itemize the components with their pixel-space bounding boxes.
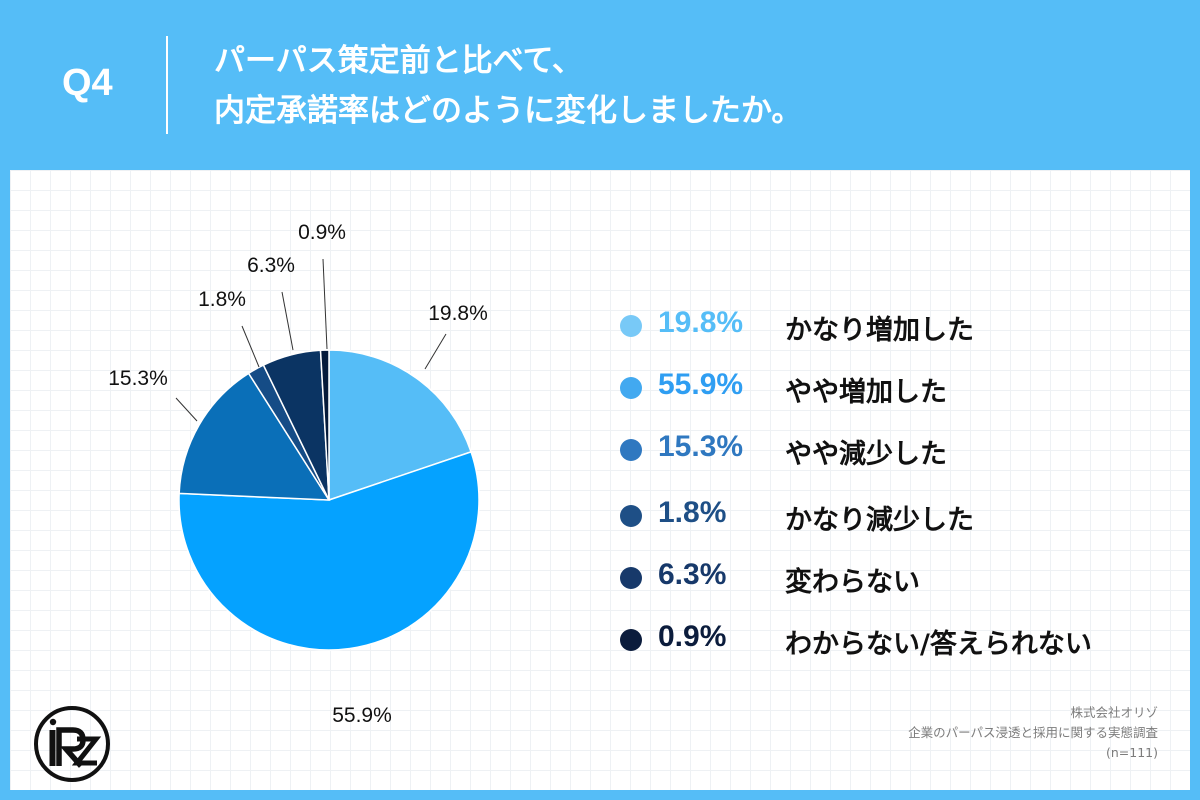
header-divider <box>166 36 168 134</box>
legend-pct-1: 55.9% <box>658 368 744 401</box>
legend-dot-4 <box>620 567 642 589</box>
legend-dot-5 <box>620 629 642 651</box>
legend-pct-3: 1.8% <box>658 496 727 529</box>
source-company: 株式会社オリゾ <box>1070 705 1158 720</box>
legend-pct-5: 0.9% <box>658 620 727 653</box>
question-line-2: 内定承諾率はどのように変化しましたか。 <box>214 93 803 129</box>
pie-leader-lines <box>175 258 447 422</box>
legend-label-4: 変わらない <box>785 567 920 598</box>
legend-item-0: 19.8% かなり増加した <box>610 305 1170 346</box>
legend-label-1: やや増加した <box>785 377 947 408</box>
legend-item-5: 0.9% わからない/答えられない <box>610 619 1170 660</box>
question-header: Q4 パーパス策定前と比べて、 内定承諾率はどのように変化しましたか。 <box>0 0 1200 170</box>
pie-label-1: 55.9% <box>332 704 392 727</box>
legend-label-3: かなり減少した <box>785 505 974 536</box>
source-survey: 企業のパーパス浸透と採用に関する実態調査 <box>908 725 1158 740</box>
legend-dot-0 <box>620 315 642 337</box>
legend-item-1: 55.9% やや増加した <box>610 367 1170 408</box>
company-logo <box>33 705 111 787</box>
legend-dot-1 <box>620 377 642 399</box>
legend-dot-2 <box>620 439 642 461</box>
question-line-1: パーパス策定前と比べて、 <box>214 43 583 79</box>
pie-label-4: 6.3% <box>247 254 295 277</box>
leader-line-5 <box>322 258 328 350</box>
pie-slice-2 <box>178 372 331 501</box>
leader-line-3 <box>241 325 260 368</box>
legend-pct-0: 19.8% <box>658 306 744 339</box>
legend-item-3: 1.8% かなり減少した <box>610 495 1170 536</box>
pie-slices <box>178 349 480 651</box>
pie-slice-0 <box>328 349 473 502</box>
question-text: パーパス策定前と比べて、 内定承諾率はどのように変化しましたか。 <box>214 36 1174 136</box>
leader-line-0 <box>424 333 447 370</box>
pie-slice-5 <box>319 349 330 501</box>
legend-item-4: 6.3% 変わらない <box>610 557 1170 598</box>
source-note: 株式会社オリゾ 企業のパーパス浸透と採用に関する実態調査 (n=111) <box>738 703 1158 763</box>
legend-pct-2: 15.3% <box>658 430 744 463</box>
question-number: Q4 <box>62 62 113 104</box>
pie-label-0: 19.8% <box>428 302 488 325</box>
legend-dot-3 <box>620 505 642 527</box>
pie-slice-1 <box>178 450 480 651</box>
legend-label-5: わからない/答えられない <box>785 629 1092 660</box>
pie-label-5: 0.9% <box>298 221 346 244</box>
pie-label-2: 15.3% <box>108 367 168 390</box>
pie-label-3: 1.8% <box>198 288 246 311</box>
source-sample: (n=111) <box>1105 745 1158 760</box>
leader-line-4 <box>281 291 294 351</box>
legend-label-2: やや減少した <box>785 439 947 470</box>
legend-item-2: 15.3% やや減少した <box>610 429 1170 470</box>
pie-data-labels: 19.8% 55.9% 15.3% 1.8%6.3%0.9% <box>108 221 488 727</box>
leader-line-2 <box>175 397 198 422</box>
legend-label-0: かなり増加した <box>785 315 974 346</box>
legend-pct-4: 6.3% <box>658 558 727 591</box>
